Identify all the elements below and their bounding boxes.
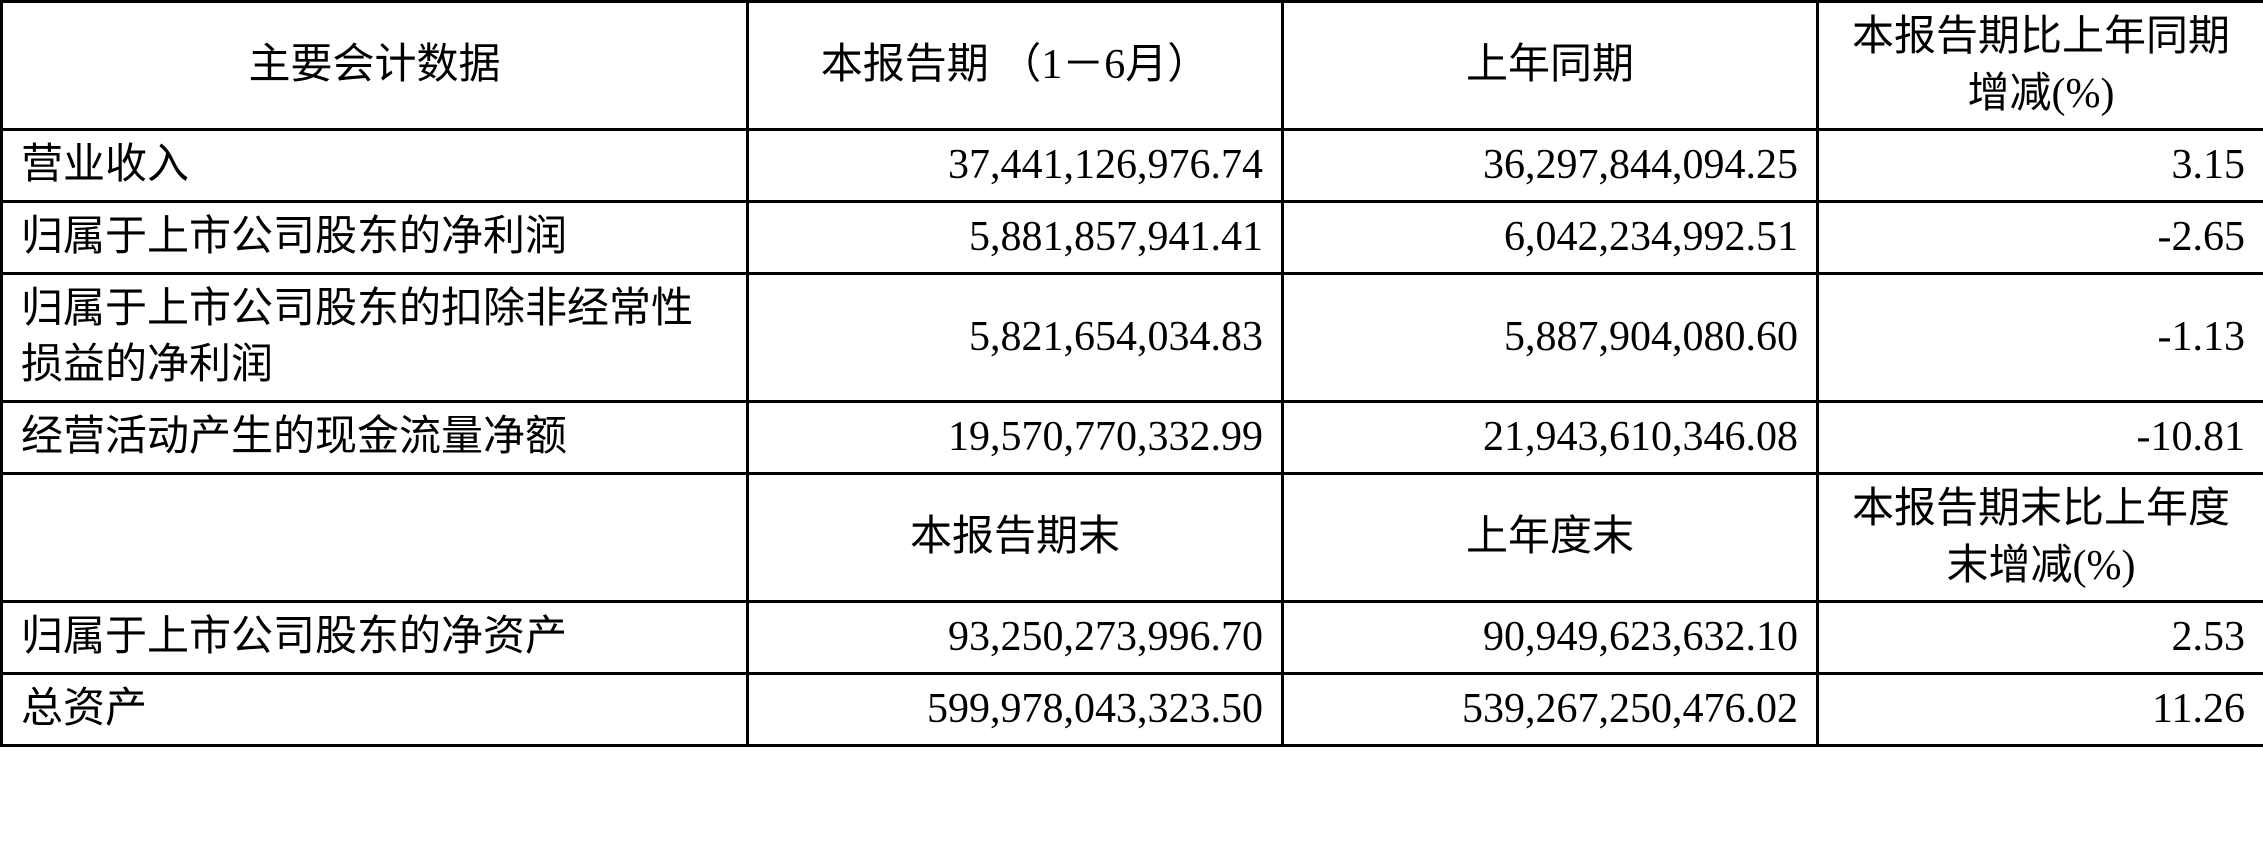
metric-prior: 21,943,610,346.08 xyxy=(1283,402,1818,474)
metric-current: 599,978,043,323.50 xyxy=(748,673,1283,745)
metric-label: 归属于上市公司股东的净资产 xyxy=(2,602,748,674)
table-row: 营业收入 37,441,126,976.74 36,297,844,094.25… xyxy=(2,130,2263,202)
metric-prior: 6,042,234,992.51 xyxy=(1283,202,1818,274)
table-row: 总资产 599,978,043,323.50 539,267,250,476.0… xyxy=(2,673,2263,745)
col-header-change: 本报告期比上年同期增减(%) xyxy=(1818,2,2263,130)
table-row: 经营活动产生的现金流量净额 19,570,770,332.99 21,943,6… xyxy=(2,402,2263,474)
col-header-prior: 上年同期 xyxy=(1283,2,1818,130)
metric-current: 93,250,273,996.70 xyxy=(748,602,1283,674)
metric-current: 19,570,770,332.99 xyxy=(748,402,1283,474)
metric-current: 37,441,126,976.74 xyxy=(748,130,1283,202)
table-subheader-row: 本报告期末 上年度末 本报告期末比上年度末增减(%) xyxy=(2,473,2263,601)
table-row: 归属于上市公司股东的净利润 5,881,857,941.41 6,042,234… xyxy=(2,202,2263,274)
financial-table: 主要会计数据 本报告期 （1－6月） 上年同期 本报告期比上年同期增减(%) 营… xyxy=(0,0,2263,747)
metric-label: 总资产 xyxy=(2,673,748,745)
col-header-metric xyxy=(2,473,748,601)
metric-prior: 5,887,904,080.60 xyxy=(1283,273,1818,401)
metric-current: 5,821,654,034.83 xyxy=(748,273,1283,401)
metric-current: 5,881,857,941.41 xyxy=(748,202,1283,274)
table-row: 归属于上市公司股东的扣除非经常性损益的净利润 5,821,654,034.83 … xyxy=(2,273,2263,401)
col-header-change: 本报告期末比上年度末增减(%) xyxy=(1818,473,2263,601)
metric-label: 归属于上市公司股东的扣除非经常性损益的净利润 xyxy=(2,273,748,401)
metric-prior: 36,297,844,094.25 xyxy=(1283,130,1818,202)
metric-label: 经营活动产生的现金流量净额 xyxy=(2,402,748,474)
metric-change: -2.65 xyxy=(1818,202,2263,274)
metric-change: 3.15 xyxy=(1818,130,2263,202)
metric-label: 营业收入 xyxy=(2,130,748,202)
metric-change: -1.13 xyxy=(1818,273,2263,401)
metric-prior: 539,267,250,476.02 xyxy=(1283,673,1818,745)
metric-change: 2.53 xyxy=(1818,602,2263,674)
col-header-metric: 主要会计数据 xyxy=(2,2,748,130)
table-header-row: 主要会计数据 本报告期 （1－6月） 上年同期 本报告期比上年同期增减(%) xyxy=(2,2,2263,130)
col-header-current: 本报告期 （1－6月） xyxy=(748,2,1283,130)
table-row: 归属于上市公司股东的净资产 93,250,273,996.70 90,949,6… xyxy=(2,602,2263,674)
col-header-current: 本报告期末 xyxy=(748,473,1283,601)
metric-label: 归属于上市公司股东的净利润 xyxy=(2,202,748,274)
col-header-prior: 上年度末 xyxy=(1283,473,1818,601)
metric-prior: 90,949,623,632.10 xyxy=(1283,602,1818,674)
metric-change: 11.26 xyxy=(1818,673,2263,745)
metric-change: -10.81 xyxy=(1818,402,2263,474)
